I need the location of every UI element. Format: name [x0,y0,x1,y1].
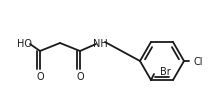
Text: HO: HO [16,39,31,49]
Text: NH: NH [93,39,107,49]
Text: Br: Br [160,66,171,76]
Text: O: O [36,71,44,81]
Text: O: O [76,71,84,81]
Text: Cl: Cl [194,56,204,66]
